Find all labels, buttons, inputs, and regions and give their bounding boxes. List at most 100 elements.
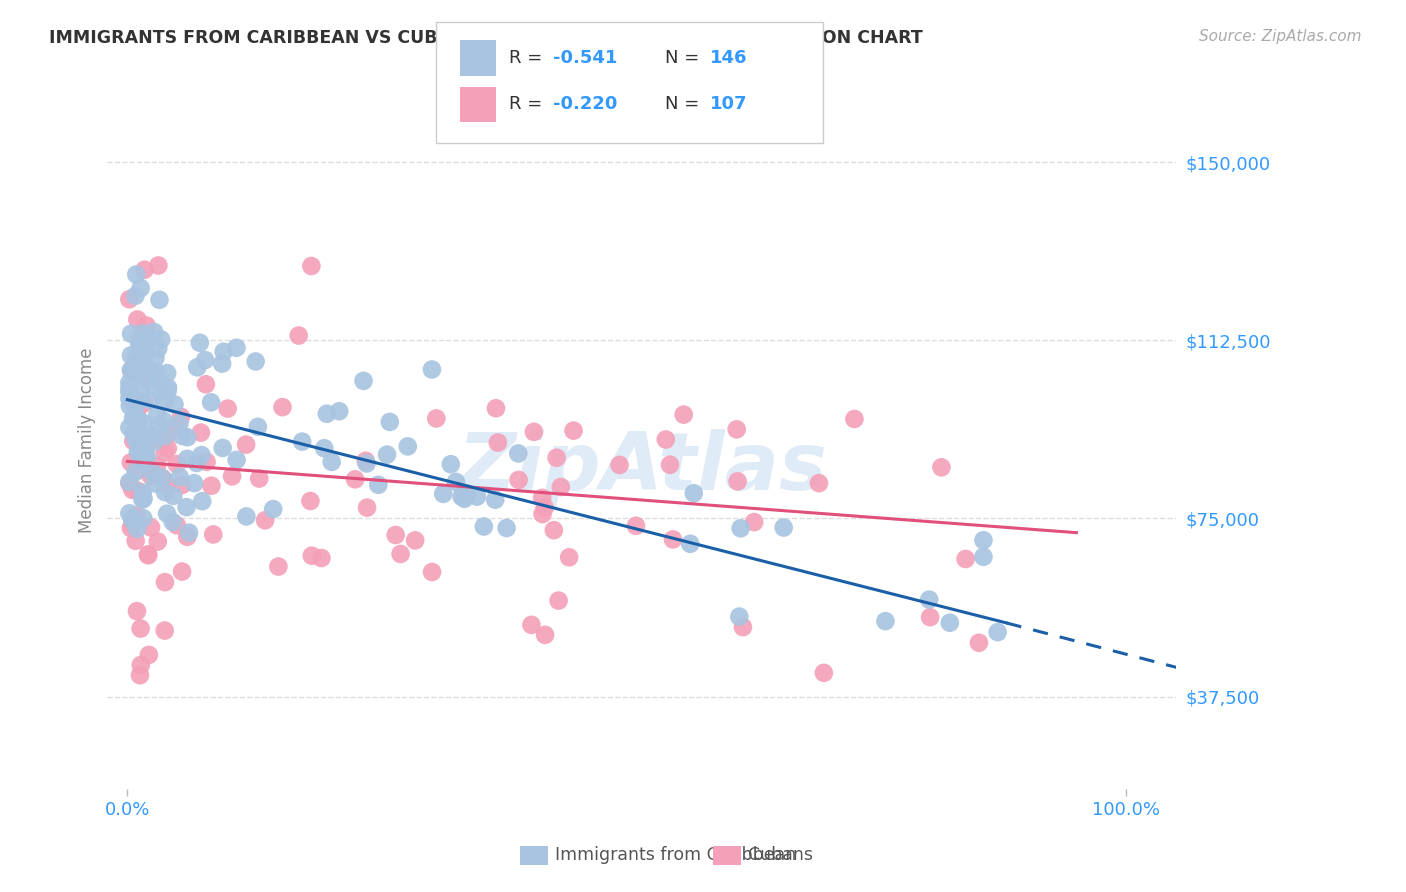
Point [118,399,141,413]
Point [121,364,143,378]
Point [118,385,141,400]
Point [156,442,179,456]
Text: 146: 146 [710,49,748,67]
Point [176,451,198,466]
Point [225,341,247,355]
Point [425,411,447,425]
Point [153,485,176,500]
Text: N =: N = [665,49,704,67]
Text: N =: N = [665,95,704,113]
Point [194,377,217,392]
Point [156,507,179,521]
Point [262,502,284,516]
Point [128,413,150,427]
Point [153,414,176,428]
Point [131,338,153,352]
Point [533,500,555,515]
Point [453,491,475,506]
Point [186,456,208,470]
Point [129,360,152,375]
Point [299,259,322,273]
Point [495,521,517,535]
Point [163,420,186,434]
Point [143,476,166,491]
Point [153,575,176,590]
Point [456,487,478,501]
Point [139,428,162,442]
Point [225,453,247,467]
Point [120,363,142,377]
Point [291,434,314,449]
Point [211,441,233,455]
Point [134,349,156,363]
Point [156,384,179,399]
Point [267,559,290,574]
Point [125,411,148,425]
Point [118,381,141,395]
Text: -0.541: -0.541 [553,49,617,67]
Point [153,445,176,459]
Point [127,349,149,363]
Point [217,401,239,416]
Point [141,465,163,479]
Point [128,334,150,349]
Point [145,369,167,384]
Point [120,521,142,535]
Point [191,494,214,508]
Point [156,366,179,380]
Point [508,473,530,487]
Point [148,419,170,434]
Point [131,492,153,507]
Point [135,450,157,464]
Point [150,333,173,347]
Point [931,460,953,475]
Point [520,618,543,632]
Point [135,435,157,450]
Point [118,292,141,306]
Point [725,422,748,436]
Point [122,515,145,529]
Point [396,439,419,453]
Point [162,515,184,529]
Point [120,455,142,469]
Point [465,490,488,504]
Point [132,485,155,500]
Point [143,325,166,339]
Point [146,459,169,474]
Point [135,368,157,382]
Point [156,428,179,442]
Point [148,259,170,273]
Point [129,668,152,682]
Point [157,381,180,395]
Point [221,469,243,483]
Point [152,472,174,486]
Point [212,344,235,359]
Point [129,657,152,672]
Point [127,463,149,477]
Point [132,511,155,525]
Point [190,448,212,462]
Point [125,604,148,618]
Point [143,434,166,449]
Point [120,326,142,341]
Point [125,351,148,366]
Point [129,446,152,460]
Point [135,334,157,349]
Point [731,620,754,634]
Point [118,420,141,434]
Point [150,471,173,485]
Point [122,370,145,384]
Point [136,549,159,563]
Point [132,443,155,458]
Text: Cubans: Cubans [748,847,813,864]
Point [190,425,212,440]
Point [211,357,233,371]
Point [200,395,222,409]
Point [118,476,141,491]
Point [131,384,153,398]
Point [135,318,157,333]
Point [356,457,378,471]
Point [153,392,176,407]
Point [328,404,350,418]
Point [484,492,506,507]
